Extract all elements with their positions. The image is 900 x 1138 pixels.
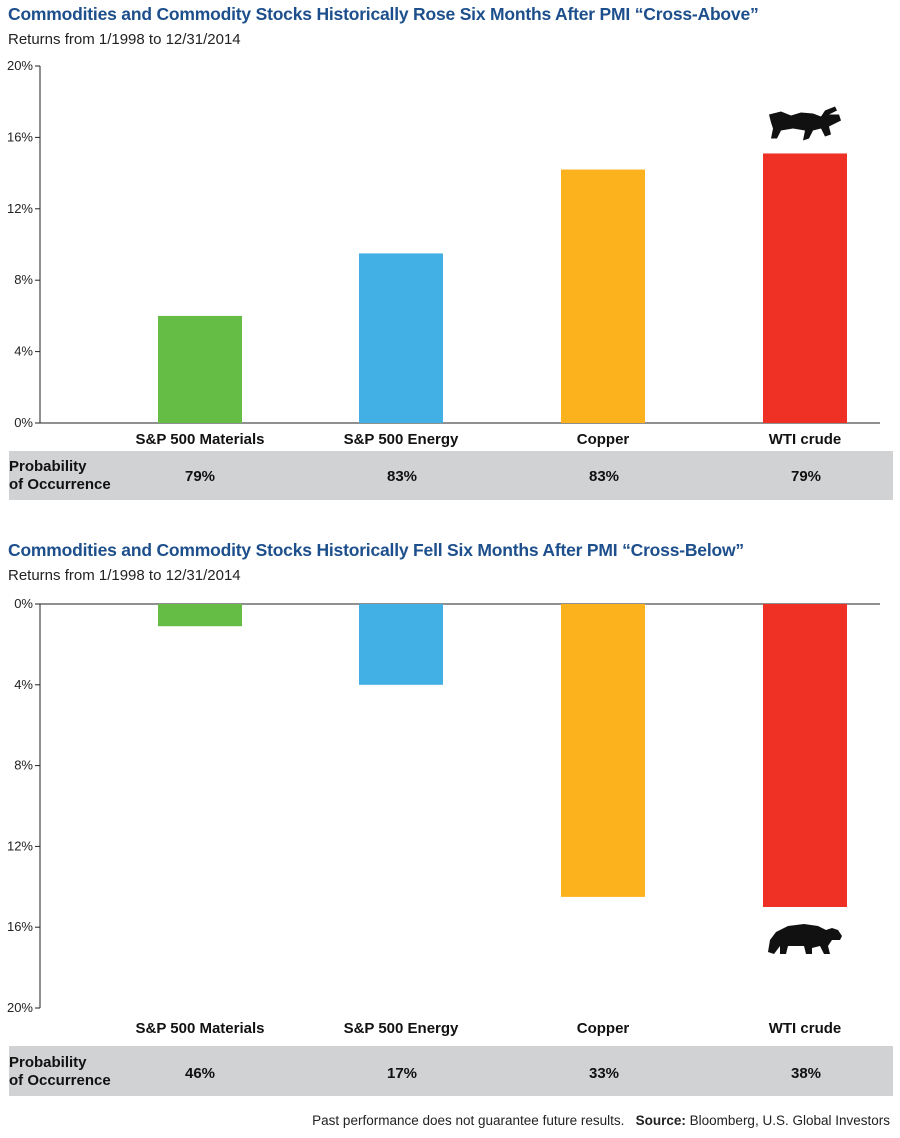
chart1-probability-label-line1: Probability	[9, 458, 87, 475]
bear-icon	[768, 924, 842, 954]
category-label: S&P 500 Energy	[344, 1020, 459, 1037]
chart2-plot: 0% 4% 8% 12% 16% 20% S&P 500 Materials S&P 500 …	[7, 596, 880, 1037]
chart2-probability-label-line1: Probability	[9, 1054, 87, 1071]
chart1-probability-label: Probability of Occurrence	[9, 458, 111, 494]
chart2-probability-band	[9, 1046, 893, 1096]
bar	[158, 315, 242, 423]
bar	[158, 604, 242, 627]
bar	[763, 604, 847, 907]
y-tick-label: 0%	[14, 415, 33, 430]
y-tick-label: 12%	[7, 838, 33, 853]
category-label: S&P 500 Energy	[344, 431, 459, 448]
chart2-probability-copper: 33%	[588, 1065, 620, 1082]
chart1-probability-band	[9, 451, 893, 500]
category-label: S&P 500 Materials	[136, 1020, 265, 1037]
y-tick-label: 12%	[7, 201, 33, 216]
bar	[359, 253, 443, 423]
chart1-probability-materials: 79%	[184, 468, 216, 485]
chart2-probability-energy: 17%	[386, 1065, 418, 1082]
chart1-probability-wti: 79%	[790, 468, 822, 485]
y-tick-label: 4%	[14, 677, 33, 692]
bar	[561, 604, 645, 897]
footer-source-label: Source:	[635, 1113, 686, 1128]
y-tick-label: 0%	[14, 596, 33, 611]
footer: Past performance does not guarantee futu…	[312, 1113, 890, 1128]
y-tick-label: 8%	[14, 758, 33, 773]
footer-source-text: Bloomberg, U.S. Global Investors	[689, 1113, 890, 1128]
y-tick-label: 20%	[7, 1000, 33, 1015]
category-label: WTI crude	[769, 1020, 842, 1037]
category-label: Copper	[577, 1020, 630, 1037]
chart1-probability-energy: 83%	[386, 468, 418, 485]
chart2-probability-materials: 46%	[184, 1065, 216, 1082]
category-label: S&P 500 Materials	[136, 431, 265, 448]
chart2-probability-label: Probability of Occurrence	[9, 1054, 111, 1090]
y-tick-label: 4%	[14, 344, 33, 359]
chart1-probability-label-line2: of Occurrence	[9, 476, 111, 493]
bull-icon	[769, 106, 841, 141]
bar	[561, 169, 645, 423]
category-label: WTI crude	[769, 431, 842, 448]
chart1-probability-copper: 83%	[588, 468, 620, 485]
y-tick-label: 20%	[7, 58, 33, 73]
footer-disclaimer: Past performance does not guarantee futu…	[312, 1113, 625, 1128]
chart2-subtitle: Returns from 1/1998 to 12/31/2014	[8, 567, 241, 584]
chart2-title: Commodities and Commodity Stocks Histori…	[8, 540, 744, 560]
bar	[359, 604, 443, 685]
y-tick-label: 8%	[14, 272, 33, 287]
chart1-subtitle: Returns from 1/1998 to 12/31/2014	[8, 31, 241, 48]
category-label: Copper	[577, 431, 630, 448]
bar	[763, 153, 847, 423]
y-tick-label: 16%	[7, 919, 33, 934]
chart2-probability-wti: 38%	[790, 1065, 822, 1082]
chart2-probability-label-line2: of Occurrence	[9, 1072, 111, 1089]
chart1-title: Commodities and Commodity Stocks Histori…	[8, 4, 759, 24]
y-tick-label: 16%	[7, 129, 33, 144]
chart1-plot: 0% 4% 8% 12% 16% 20% S&P 500 Materials S&P 500 …	[7, 58, 880, 448]
